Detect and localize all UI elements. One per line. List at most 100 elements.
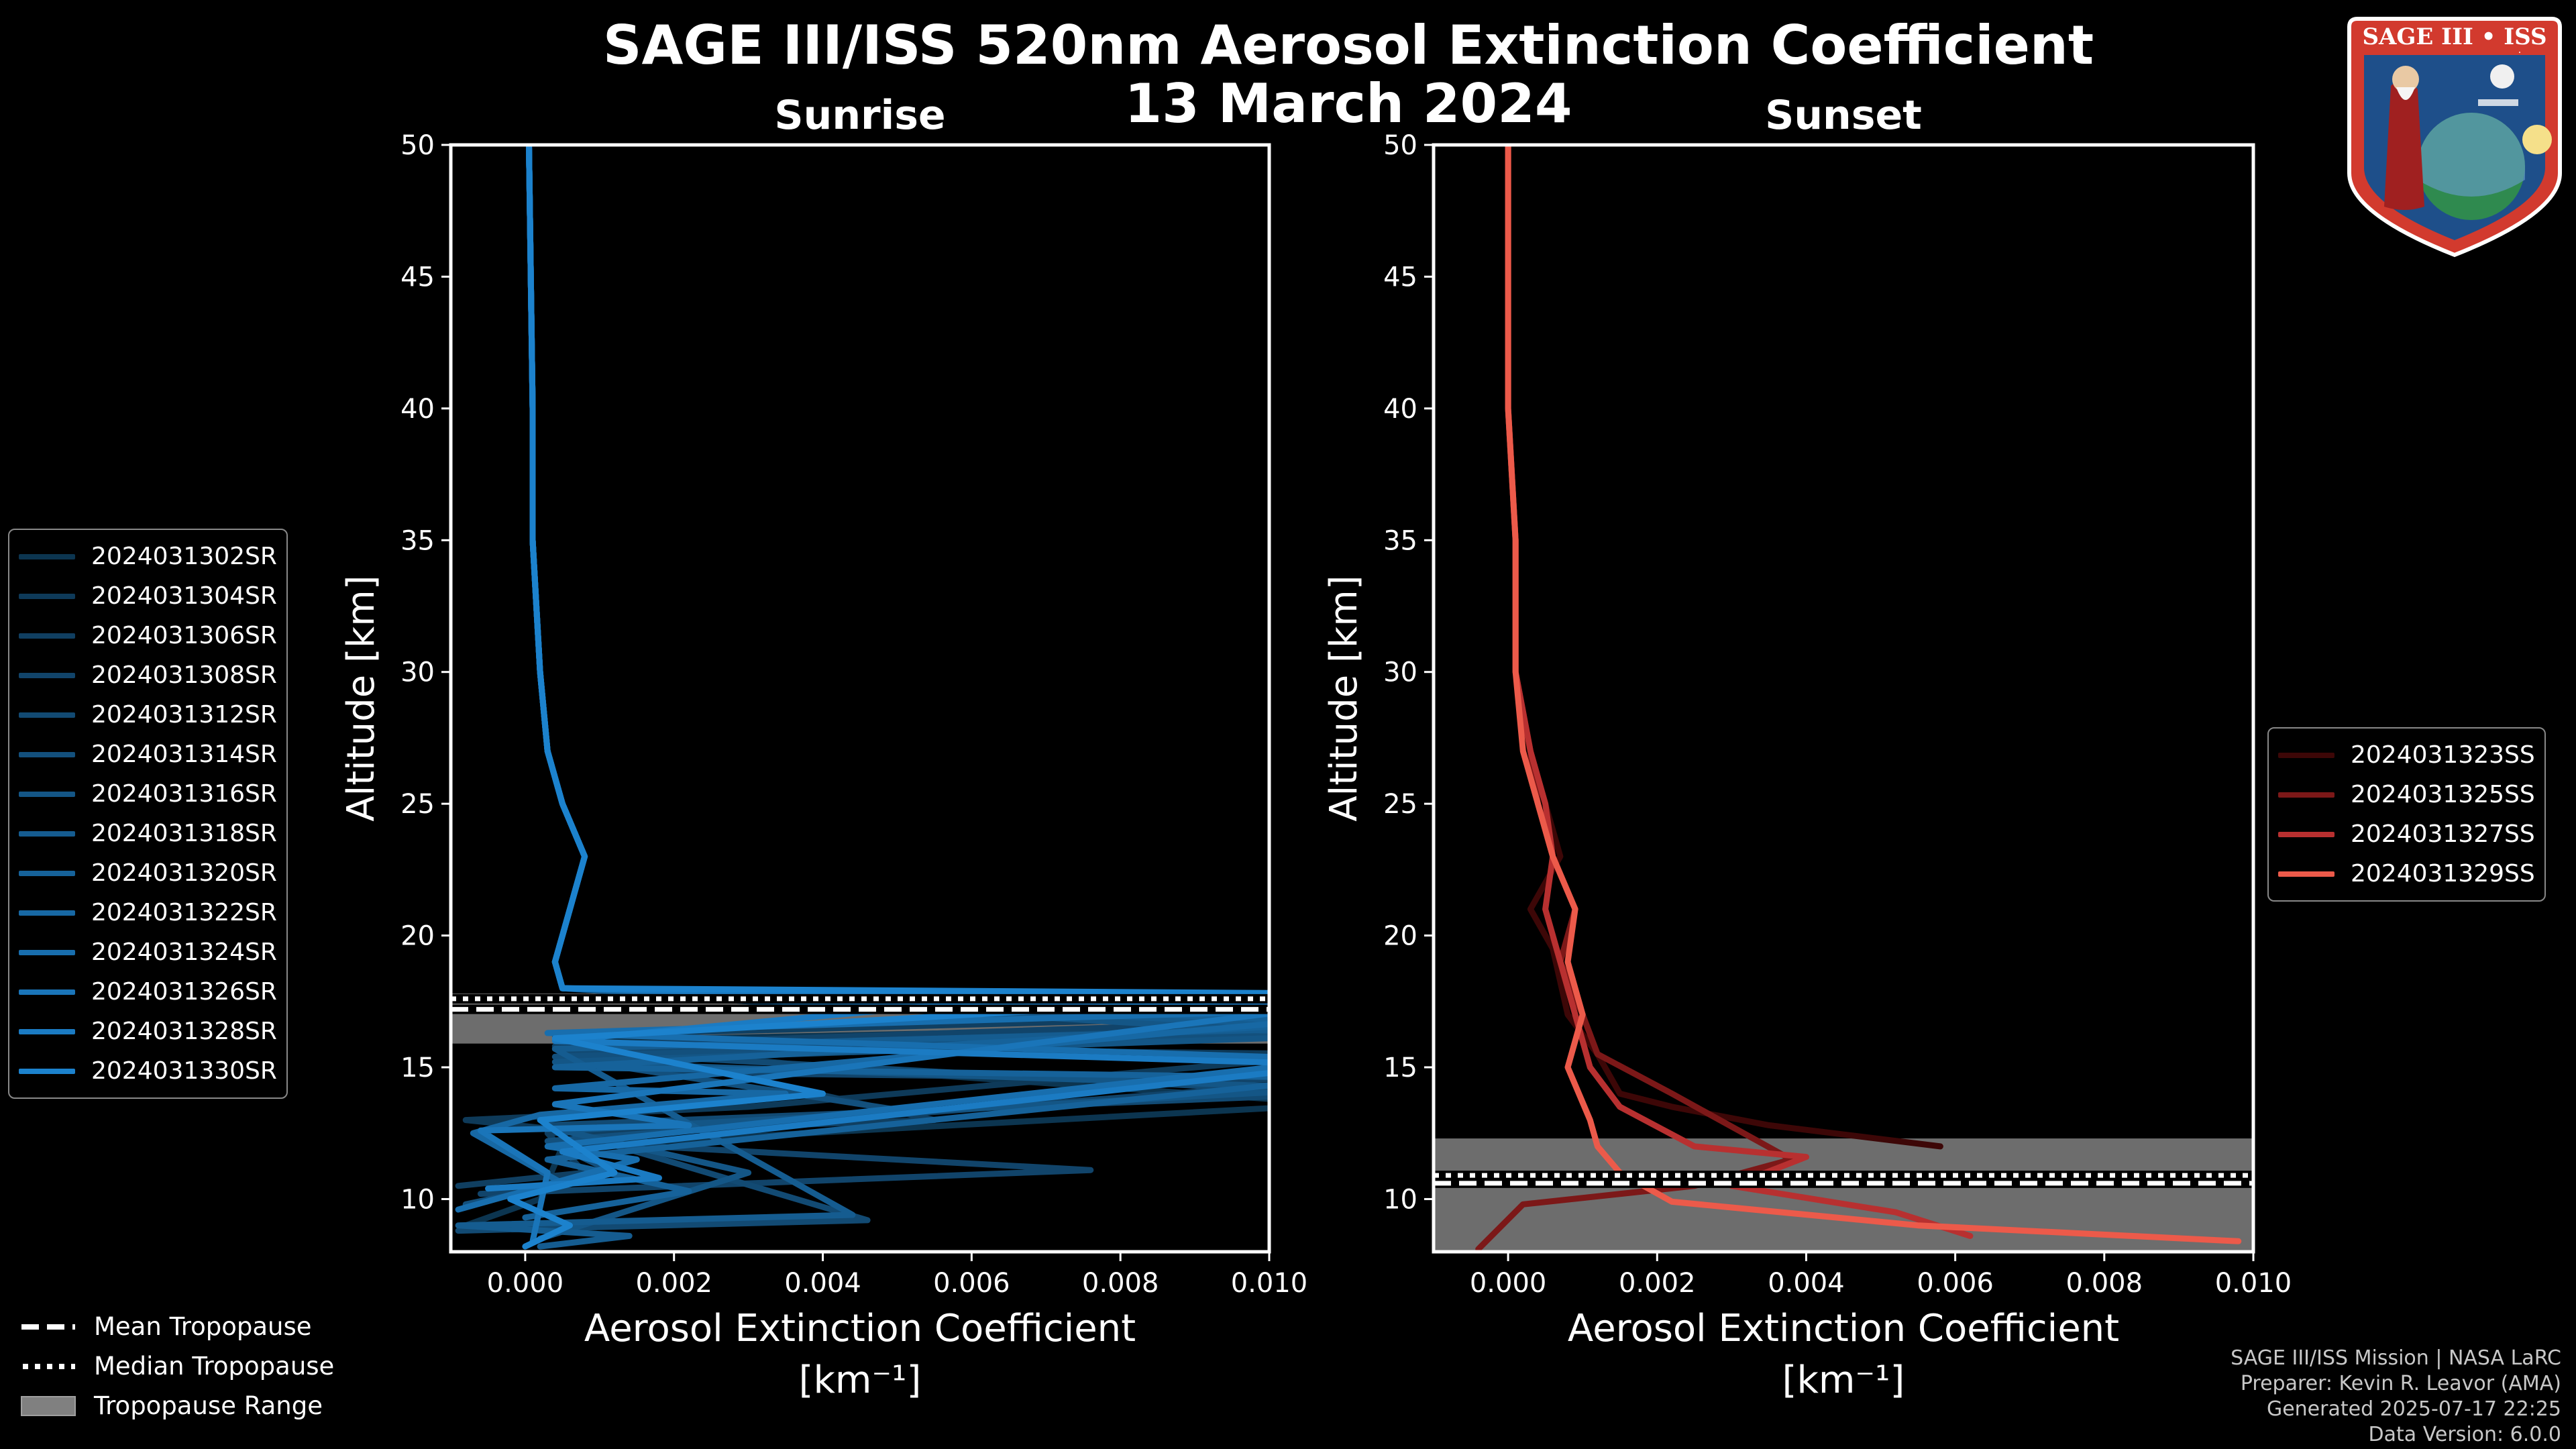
credit-mission: SAGE III/ISS Mission | NASA LaRC (2231, 1346, 2561, 1370)
x-tick-label: 0.006 (933, 1268, 1010, 1299)
legend-swatch (19, 949, 75, 955)
x-tick-label: 0.000 (487, 1268, 564, 1299)
legend-swatch (19, 712, 75, 718)
credits-block: SAGE III/ISS Mission | NASA LaRC Prepare… (2231, 1346, 2561, 1448)
x-axis-unit: [km⁻¹] (1782, 1358, 1905, 1402)
y-tick-label: 20 (1383, 921, 1417, 952)
y-tick-label: 25 (400, 789, 435, 820)
legend-label: 2024031318SR (91, 820, 277, 847)
x-axis-label: Aerosol Extinction Coefficient (1568, 1307, 2119, 1350)
legend-swatch (2278, 831, 2334, 837)
legend-label: 2024031330SR (91, 1057, 277, 1085)
legend-entry: 2024031314SR (19, 735, 277, 774)
figure-subtitle: 13 March 2024 (1124, 72, 1572, 135)
legend-label: 2024031314SR (91, 741, 277, 768)
x-tick-label: 0.004 (784, 1268, 861, 1299)
legend-label: 2024031312SR (91, 701, 277, 729)
legend-swatch (19, 672, 75, 678)
mean-tropopause-entry: Mean Tropopause (20, 1307, 334, 1346)
legend-entry: 2024031316SR (19, 774, 277, 814)
y-tick-label: 15 (1383, 1053, 1417, 1083)
panel-title: Sunset (1765, 92, 1922, 139)
legend-swatch (19, 593, 75, 599)
y-tick-label: 25 (1383, 789, 1417, 820)
y-tick-label: 10 (400, 1184, 435, 1215)
legend-swatch (19, 870, 75, 876)
legend-entry: 2024031330SR (19, 1051, 277, 1091)
legend-entry: 2024031328SR (19, 1012, 277, 1051)
legend-label: 2024031324SR (91, 938, 277, 966)
sunrise-panel: 0.000 0.002 0.004 0.006 0.008 0.010 10 15 20 25 30… (339, 92, 1308, 1402)
y-tick-label: 35 (400, 525, 435, 556)
y-axis-label: Altitude [km] (339, 575, 383, 821)
logo-title: SAGE III • ISS (2362, 23, 2546, 50)
plot-area (1434, 145, 2253, 1252)
legend-entry: 2024031327SS (2278, 814, 2535, 854)
y-tick-label: 35 (1383, 525, 1417, 556)
axes-frame (449, 143, 1271, 1254)
legend-swatch (2278, 752, 2334, 758)
x-axis-label: Aerosol Extinction Coefficient (584, 1307, 1136, 1350)
legend-entry: 2024031323SS (2278, 735, 2535, 775)
x-axis-unit: [km⁻¹] (799, 1358, 922, 1402)
legend-label: 2024031325SS (2351, 781, 2535, 808)
legend-swatch (19, 830, 75, 837)
tropopause-legend: Mean Tropopause Median Tropopause Tropop… (20, 1307, 334, 1426)
y-tick-label: 15 (400, 1053, 435, 1083)
legend-label: 2024031322SR (91, 899, 277, 926)
legend-entry: 2024031326SR (19, 972, 277, 1012)
legend-entry: 2024031308SR (19, 655, 277, 695)
panel-title: Sunrise (774, 92, 945, 139)
y-tick-label: 30 (400, 657, 435, 688)
sunrise-legend: 2024031302SR 2024031304SR 2024031306SR 2024… (8, 529, 288, 1099)
y-tick-label: 20 (400, 921, 435, 952)
y-tick-label: 40 (1383, 394, 1417, 425)
median-tropopause-label: Median Tropopause (94, 1352, 335, 1381)
legend-label: 2024031304SR (91, 582, 277, 610)
figure-title: SAGE III/ISS 520nm Aerosol Extinction Co… (603, 14, 2094, 76)
x-tick-label: 0.006 (1917, 1268, 1994, 1299)
legend-entry: 2024031320SR (19, 853, 277, 893)
legend-entry: 2024031322SR (19, 893, 277, 932)
x-tick-label: 0.008 (2066, 1268, 2143, 1299)
tropopause-range-entry: Tropopause Range (20, 1386, 334, 1426)
credit-generated: Generated 2025-07-17 22:25 (2266, 1397, 2561, 1421)
credit-preparer: Preparer: Kevin R. Leavor (AMA) (2240, 1372, 2561, 1395)
x-tick-label: 0.010 (2215, 1268, 2292, 1299)
legend-label: 2024031302SR (91, 543, 277, 570)
legend-swatch (19, 910, 75, 916)
legend-entry: 2024031312SR (19, 695, 277, 735)
x-tick-label: 0.010 (1231, 1268, 1308, 1299)
legend-swatch (19, 751, 75, 757)
y-tick-label: 50 (400, 130, 435, 161)
y-tick-label: 10 (1383, 1184, 1417, 1215)
legend-entry: 2024031318SR (19, 814, 277, 853)
x-tick-label: 0.002 (635, 1268, 712, 1299)
x-tick-label: 0.008 (1082, 1268, 1159, 1299)
legend-entry: 2024031329SS (2278, 854, 2535, 894)
median-tropopause-entry: Median Tropopause (20, 1346, 334, 1386)
sunset-legend: 2024031323SS 2024031325SS 2024031327SS 2024… (2267, 727, 2546, 902)
legend-label: 2024031326SR (91, 978, 277, 1006)
y-tick-label: 40 (400, 394, 435, 425)
y-tick-label: 50 (1383, 130, 1417, 161)
legend-entry: 2024031325SS (2278, 775, 2535, 814)
legend-label: 2024031320SR (91, 859, 277, 887)
legend-label: 2024031329SS (2351, 860, 2535, 888)
legend-entry: 2024031304SR (19, 576, 277, 616)
legend-swatch (19, 1068, 75, 1074)
y-axis-label: Altitude [km] (1322, 575, 1366, 821)
legend-swatch (2278, 871, 2334, 877)
dashed-line-swatch (21, 1324, 75, 1330)
series-line-2024031330SR (507, 145, 1269, 1250)
legend-swatch (19, 553, 75, 559)
dotted-line-swatch (23, 1363, 75, 1369)
legend-label: 2024031327SS (2351, 820, 2535, 848)
legend-entry: 2024031306SR (19, 616, 277, 655)
tropopause-range-label: Tropopause Range (94, 1391, 323, 1420)
x-tick-label: 0.004 (1768, 1268, 1845, 1299)
sage-iii-iss-mission-patch: SAGE III • ISS (2347, 17, 2562, 258)
x-tick-label: 0.000 (1470, 1268, 1547, 1299)
legend-swatch (19, 989, 75, 995)
axes-frame (1432, 143, 2255, 1254)
